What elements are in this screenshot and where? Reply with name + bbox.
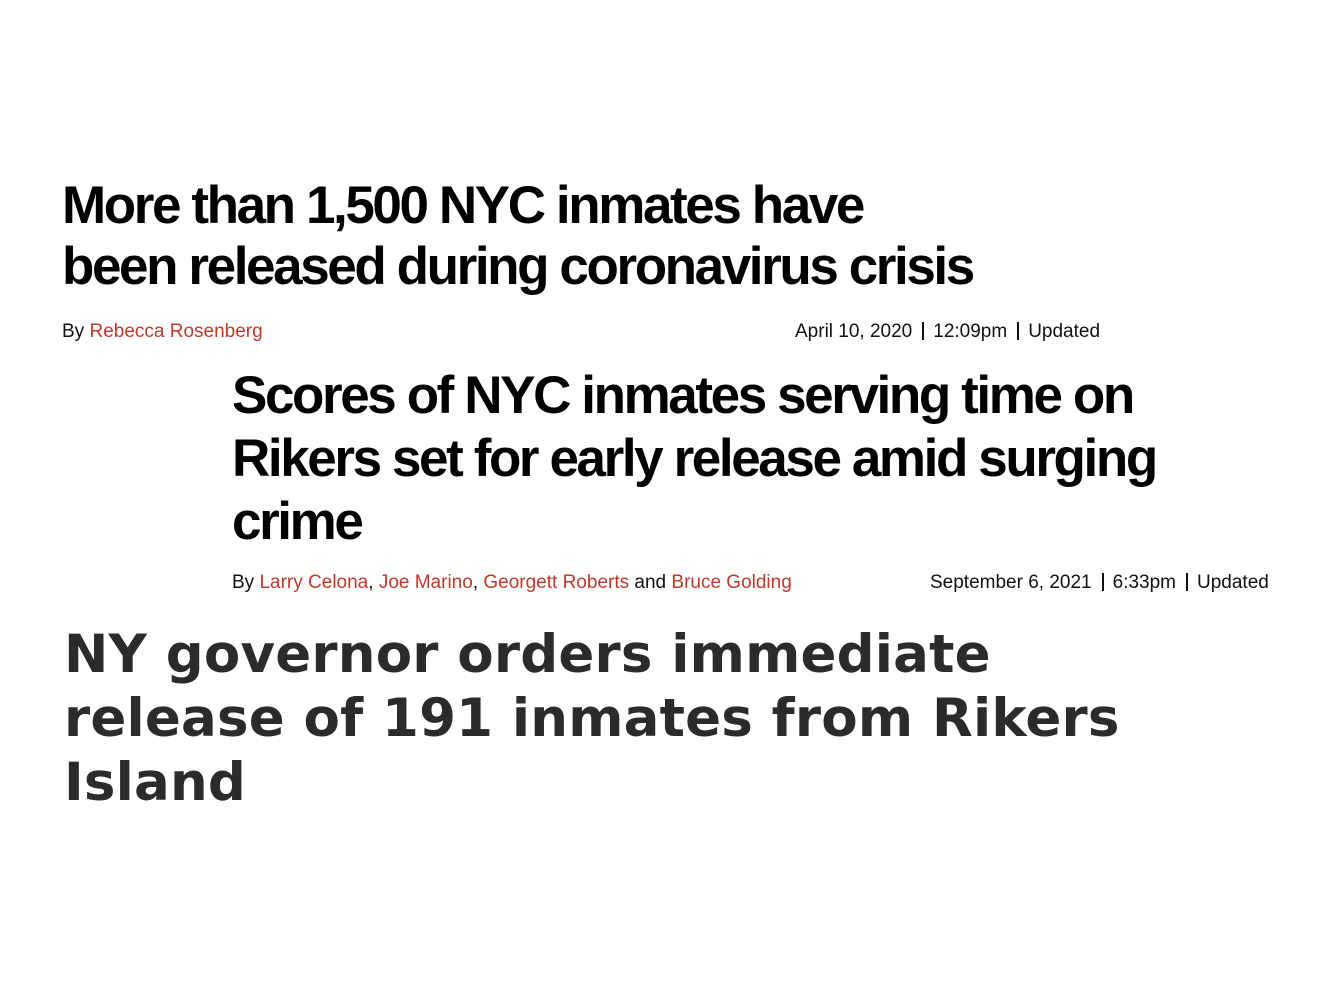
article-2-headline[interactable]: Scores of NYC inmates serving time on Ri…	[232, 364, 1312, 553]
separator	[1186, 573, 1188, 591]
headline-line: Rikers set for early release amid surgin…	[232, 429, 1158, 488]
separator	[1017, 322, 1020, 340]
article-2: Scores of NYC inmates serving time on Ri…	[232, 364, 1312, 593]
article-1-headline[interactable]: More than 1,500 NYC inmates have been re…	[62, 175, 1142, 297]
headline-line: More than 1,500 NYC inmates have	[62, 176, 865, 235]
by-label: By	[232, 572, 255, 593]
author-separator: ,	[368, 572, 379, 593]
author-separator: ,	[472, 572, 484, 593]
publish-date: April 10, 2020	[795, 321, 913, 342]
byline: By Rebecca Rosenberg	[62, 321, 263, 343]
author-link[interactable]: Bruce Golding	[671, 572, 792, 593]
article-1: More than 1,500 NYC inmates have been re…	[62, 175, 1142, 342]
separator	[922, 322, 925, 340]
author-separator: and	[629, 572, 672, 593]
author-link[interactable]: Georgett Roberts	[483, 572, 630, 593]
updated-label: Updated	[1028, 321, 1101, 342]
author-link[interactable]: Larry Celona	[259, 572, 369, 593]
updated-label: Updated	[1197, 572, 1269, 593]
publish-time: 6:33pm	[1112, 572, 1176, 593]
article-3: NY governor orders immediate release of …	[64, 623, 1164, 815]
separator	[1101, 573, 1104, 591]
article-meta: September 6, 2021 6:33pm Updated	[930, 572, 1269, 594]
publish-time: 12:09pm	[933, 321, 1008, 342]
author-link[interactable]: Joe Marino	[378, 572, 473, 593]
headline-line: Scores of NYC inmates serving time on	[232, 366, 1135, 425]
article-meta: April 10, 2020 12:09pm Updated	[795, 321, 1100, 343]
author-link[interactable]: Rebecca Rosenberg	[89, 321, 263, 342]
headline-line: crime	[232, 492, 364, 551]
by-label: By	[62, 321, 85, 342]
byline: By Larry Celona, Joe Marino, Georgett Ro…	[232, 572, 792, 594]
article-3-headline[interactable]: NY governor orders immediate release of …	[64, 623, 1164, 815]
publish-date: September 6, 2021	[930, 572, 1092, 593]
headline-line: release of 191 inmates from Rikers	[64, 688, 1120, 749]
headline-line: Island	[64, 752, 247, 813]
headline-line: been released during coronavirus crisis	[62, 237, 975, 296]
headline-line: NY governor orders immediate	[64, 624, 991, 685]
